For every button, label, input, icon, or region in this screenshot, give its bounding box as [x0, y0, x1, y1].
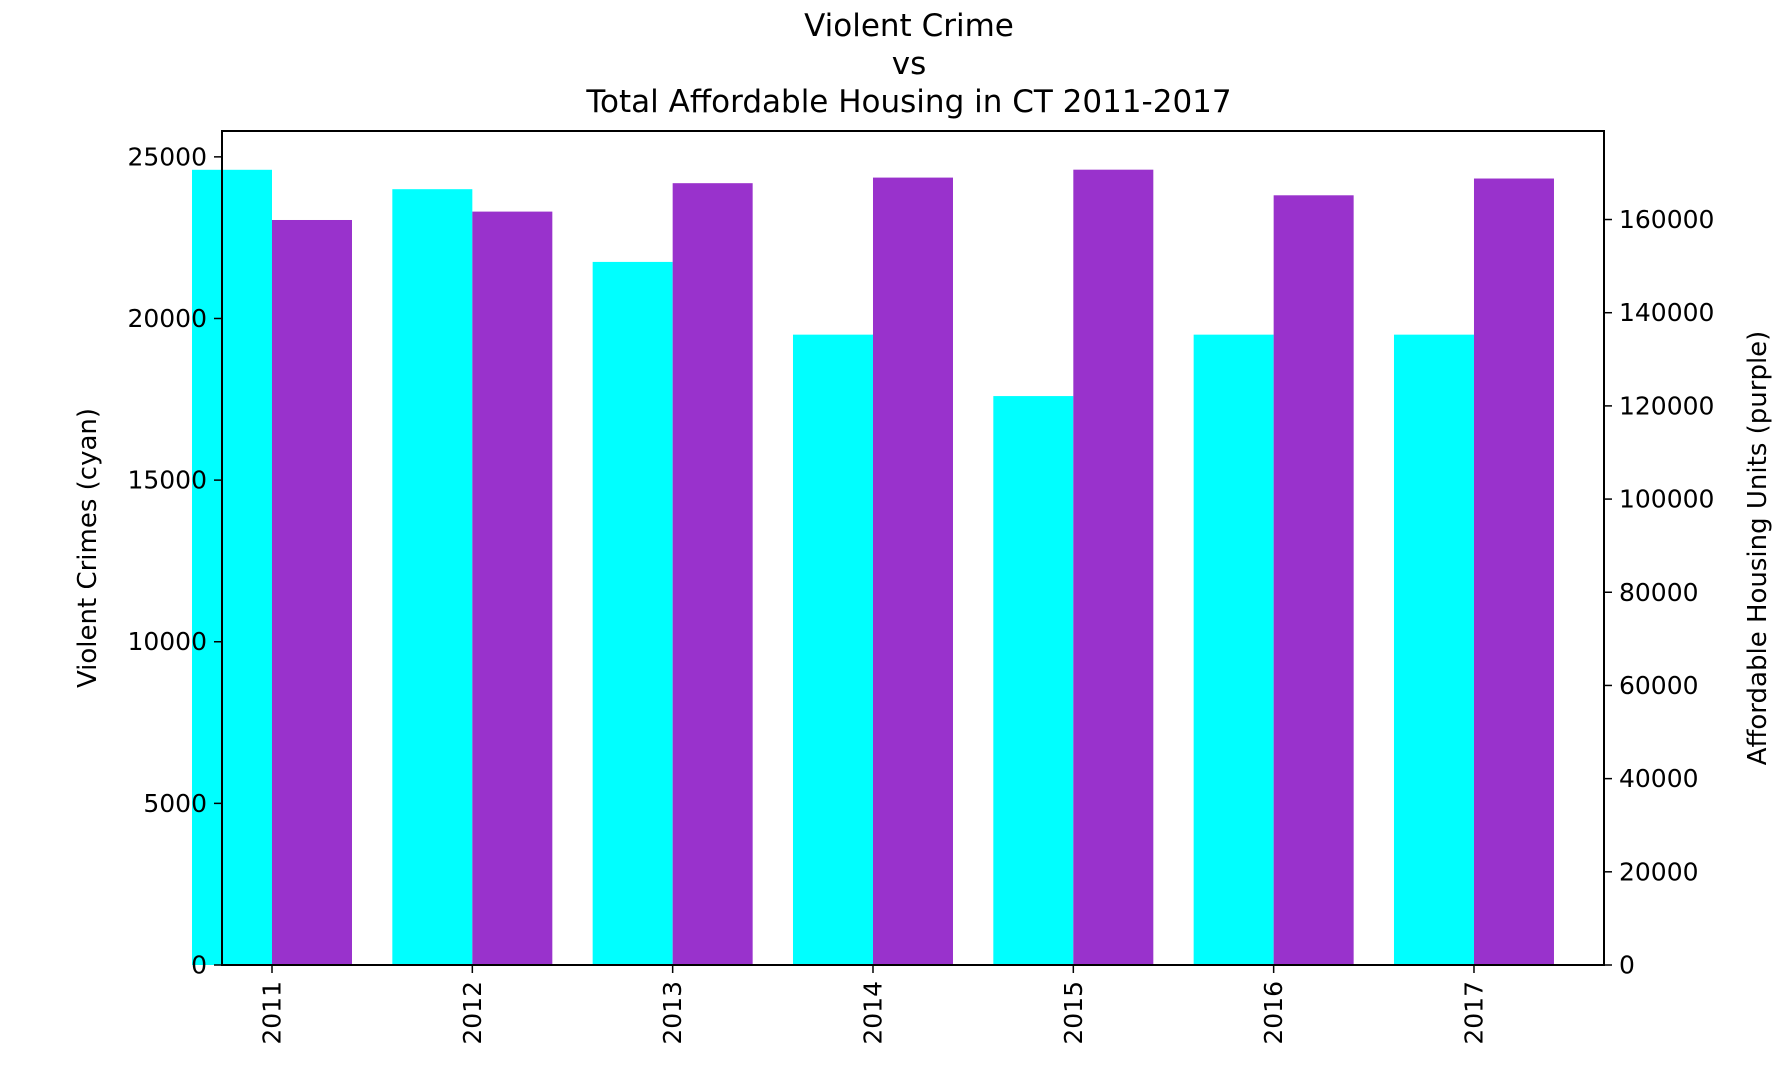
- chart-title: Violent Crime vs Total Affordable Housin…: [585, 8, 1231, 120]
- left-tick-label: 5000: [143, 789, 207, 818]
- x-tick-label: 2017: [1459, 981, 1488, 1045]
- right-tick-label: 140000: [1619, 298, 1714, 327]
- bar-violent-crimes-2016: [1193, 334, 1274, 966]
- right-tick-label: 40000: [1619, 764, 1699, 793]
- bars-group: [192, 169, 1554, 966]
- bar-affordable-housing-2017: [1473, 178, 1554, 965]
- bar-affordable-housing-2013: [672, 183, 753, 966]
- right-tick-label: 60000: [1619, 671, 1699, 700]
- bar-affordable-housing-2015: [1073, 169, 1154, 965]
- left-tick-label: 10000: [127, 627, 207, 656]
- left-tick-label: 15000: [127, 466, 207, 495]
- bar-violent-crimes-2017: [1393, 334, 1474, 966]
- bar-violent-crimes-2015: [993, 396, 1074, 965]
- right-y-axis: 0 20000 40000 60000 80000 100000 120000 140000 1…: [1604, 205, 1714, 980]
- right-tick-label: 0: [1619, 951, 1635, 980]
- right-tick-label: 20000: [1619, 857, 1699, 886]
- bar-violent-crimes-2014: [792, 334, 873, 966]
- plot-frame: [221, 130, 1605, 966]
- x-tick-label: 2014: [858, 981, 887, 1045]
- x-tick-label: 2016: [1259, 981, 1288, 1045]
- left-tick-label: 0: [191, 951, 207, 980]
- right-axis-label: Affordable Housing Units (purple): [1743, 331, 1773, 766]
- bar-violent-crimes-2012: [392, 189, 473, 966]
- left-axis-label: Violent Crimes (cyan): [73, 408, 103, 688]
- bar-affordable-housing-2016: [1273, 195, 1354, 965]
- x-tick-label: 2011: [258, 981, 287, 1045]
- title-line-2: vs: [892, 46, 927, 82]
- bar-violent-crimes-2011: [192, 169, 272, 965]
- bar-violent-crimes-2013: [592, 261, 673, 966]
- x-axis: 2011 2012 2013 2014 2015 2016 2017: [258, 965, 1488, 1045]
- bar-affordable-housing-2012: [472, 211, 553, 965]
- bar-affordable-housing-2014: [872, 177, 953, 966]
- right-tick-label: 100000: [1619, 485, 1714, 514]
- x-tick-label: 2013: [658, 981, 687, 1045]
- left-y-axis: 0 5000 10000 15000 20000 25000: [127, 142, 222, 980]
- x-tick-label: 2012: [458, 981, 487, 1045]
- bar-affordable-housing-2011: [272, 219, 352, 965]
- left-tick-label: 20000: [127, 304, 207, 333]
- title-line-1: Violent Crime: [804, 8, 1014, 44]
- right-tick-label: 160000: [1619, 205, 1714, 234]
- right-tick-label: 80000: [1619, 578, 1699, 607]
- title-line-3: Total Affordable Housing in CT 2011-2017: [585, 84, 1231, 120]
- right-tick-label: 120000: [1619, 391, 1714, 420]
- x-tick-label: 2015: [1059, 981, 1088, 1045]
- left-tick-label: 25000: [127, 142, 207, 171]
